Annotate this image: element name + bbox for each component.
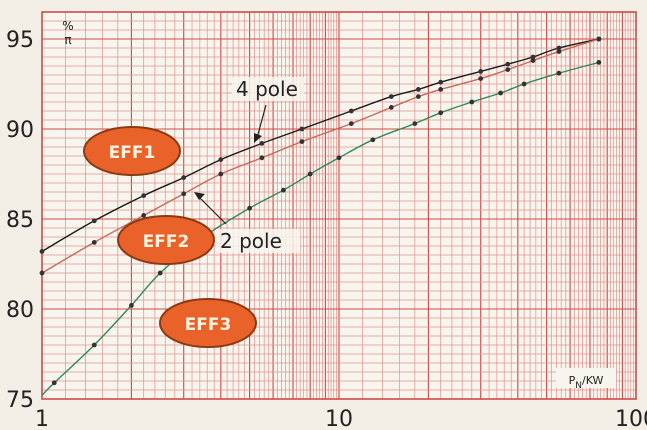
- y-axis-label: % π: [62, 19, 73, 47]
- data-point: [129, 303, 134, 308]
- data-point: [556, 49, 562, 54]
- data-point: [438, 110, 444, 116]
- y-tick-label: 80: [6, 298, 34, 323]
- annotation-2-pole-label: 2 pole: [220, 229, 282, 253]
- data-point: [51, 380, 57, 386]
- svg-text:EFF2: EFF2: [143, 232, 190, 252]
- data-point: [530, 58, 536, 63]
- data-point: [596, 36, 602, 42]
- data-point: [505, 67, 511, 72]
- data-point: [141, 213, 147, 218]
- data-point: [218, 171, 224, 177]
- data-point: [157, 270, 163, 276]
- data-point: [498, 90, 503, 96]
- annotation-4-pole-label: 4 pole: [236, 77, 298, 101]
- data-point: [299, 126, 305, 132]
- data-point: [415, 94, 421, 99]
- data-point: [259, 141, 265, 146]
- data-point: [521, 81, 527, 87]
- data-point: [259, 155, 265, 161]
- x-tick-label: 100: [615, 407, 647, 430]
- data-point: [348, 121, 354, 126]
- data-point: [348, 108, 354, 114]
- y-tick-label: 95: [6, 28, 34, 53]
- data-point: [39, 270, 45, 276]
- data-point: [388, 94, 394, 99]
- y-axis-label-part: π: [64, 33, 71, 47]
- tick-labels: 75 80 85 90 95 1 10 100: [6, 28, 647, 430]
- data-point: [530, 54, 536, 60]
- svg-text:EFF3: EFF3: [185, 315, 232, 335]
- data-point: [556, 45, 562, 51]
- eff3-badge: EFF3: [159, 298, 257, 348]
- data-point: [438, 79, 444, 85]
- data-point: [370, 137, 376, 143]
- y-tick-label: 75: [6, 388, 34, 413]
- y-axis-label-part: %: [62, 19, 73, 33]
- x-axis-label: PN/KW: [556, 368, 616, 391]
- data-point: [388, 105, 394, 110]
- data-point: [336, 155, 342, 161]
- data-point: [39, 249, 45, 254]
- data-point: [478, 76, 484, 81]
- data-point: [412, 121, 418, 126]
- data-point: [181, 191, 187, 197]
- data-point: [307, 171, 313, 177]
- data-point: [415, 87, 421, 92]
- data-point: [91, 240, 97, 245]
- annotation-4-pole: 4 pole: [232, 77, 304, 143]
- series-points: [39, 36, 602, 386]
- data-point: [281, 187, 286, 193]
- data-point: [596, 60, 602, 65]
- y-tick-label: 85: [6, 208, 34, 233]
- x-tick-label: 1: [35, 407, 49, 430]
- data-point: [247, 205, 252, 211]
- data-point: [218, 157, 224, 163]
- data-point: [469, 99, 475, 105]
- data-point: [141, 193, 147, 199]
- series-line-1: [41, 38, 600, 274]
- data-point: [91, 218, 97, 224]
- data-point: [505, 61, 511, 67]
- data-point: [91, 342, 97, 348]
- data-point: [478, 69, 484, 74]
- x-tick-label: 10: [325, 407, 353, 430]
- series-line-0: [41, 38, 600, 253]
- plot-frame: [41, 11, 637, 400]
- grid: [41, 11, 637, 400]
- data-point: [181, 175, 187, 181]
- annotation-2-pole: 2 pole: [194, 192, 300, 253]
- eff1-badge: EFF1: [83, 126, 181, 176]
- data-point: [556, 70, 562, 76]
- svg-text:EFF1: EFF1: [109, 143, 156, 163]
- eff2-badge: EFF2: [117, 215, 215, 265]
- data-point: [438, 87, 444, 92]
- data-point: [299, 139, 305, 145]
- y-tick-label: 90: [6, 118, 34, 143]
